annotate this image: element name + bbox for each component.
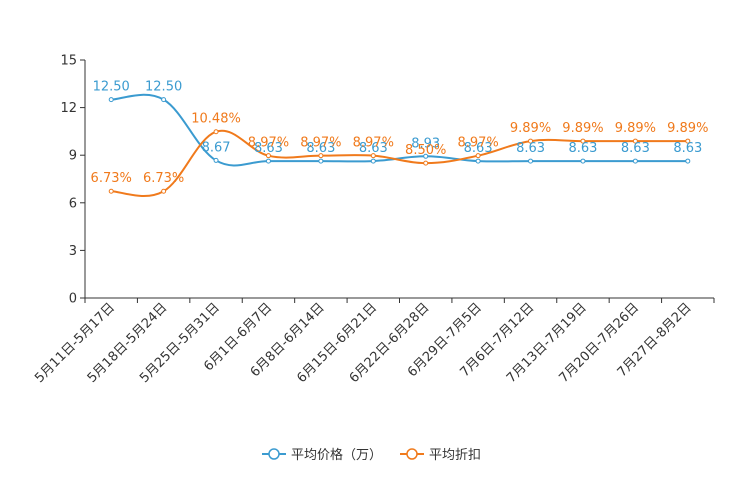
data-label: 8.97% bbox=[353, 136, 394, 151]
data-point[interactable] bbox=[475, 153, 481, 159]
data-label: 9.89% bbox=[510, 121, 551, 136]
legend[interactable]: 平均价格（万） 平均折扣 bbox=[262, 447, 481, 463]
data-label: 8.50% bbox=[405, 143, 446, 158]
data-point[interactable] bbox=[318, 153, 324, 159]
data-label: 8.63 bbox=[621, 141, 650, 156]
data-label: 8.97% bbox=[300, 136, 341, 151]
data-point[interactable] bbox=[213, 129, 219, 135]
data-point[interactable] bbox=[318, 158, 324, 164]
legend-label: 平均价格（万） bbox=[291, 447, 382, 463]
y-tick-label: 12 bbox=[60, 101, 77, 116]
data-point[interactable] bbox=[423, 160, 429, 166]
y-tick-label: 9 bbox=[69, 149, 77, 164]
data-point[interactable] bbox=[528, 158, 534, 164]
data-point[interactable] bbox=[632, 138, 638, 144]
data-point[interactable] bbox=[265, 153, 271, 159]
data-label: 8.67 bbox=[202, 140, 231, 155]
data-point[interactable] bbox=[213, 157, 219, 163]
legend-marker bbox=[406, 448, 418, 460]
data-label: 8.63 bbox=[516, 141, 545, 156]
data-label: 12.50 bbox=[93, 80, 130, 95]
data-labels: 12.50 12.508.67 8.63 8.63 8.63 8.93 8.63 8.63 8.… bbox=[91, 80, 709, 187]
legend-label: 平均折扣 bbox=[429, 448, 481, 463]
data-label: 9.89% bbox=[667, 121, 708, 136]
data-label: 9.89% bbox=[615, 121, 656, 136]
data-label: 8.63 bbox=[254, 141, 283, 156]
data-label: 6.73% bbox=[143, 171, 184, 186]
data-point[interactable] bbox=[475, 158, 481, 164]
data-label: 10.48% bbox=[191, 112, 241, 127]
y-tick-label: 0 bbox=[69, 292, 77, 307]
data-label: 9.89% bbox=[562, 121, 603, 136]
data-label: 8.63 bbox=[568, 141, 597, 156]
data-point[interactable] bbox=[580, 138, 586, 144]
data-point[interactable] bbox=[528, 138, 534, 144]
data-label: 8.63 bbox=[306, 141, 335, 156]
data-point[interactable] bbox=[108, 97, 114, 103]
data-label: 8.97% bbox=[248, 136, 289, 151]
legend-item[interactable]: 平均折扣 bbox=[400, 448, 481, 463]
y-tick-label: 3 bbox=[69, 244, 77, 259]
data-point[interactable] bbox=[370, 153, 376, 159]
legend-marker bbox=[268, 448, 280, 460]
data-point[interactable] bbox=[161, 97, 167, 103]
series-points bbox=[108, 97, 691, 194]
data-point[interactable] bbox=[370, 158, 376, 164]
data-point[interactable] bbox=[108, 188, 114, 194]
data-label: 8.63 bbox=[464, 141, 493, 156]
data-point[interactable] bbox=[265, 158, 271, 164]
y-tick-label: 15 bbox=[60, 54, 77, 69]
data-point[interactable] bbox=[685, 138, 691, 144]
data-label: 8.97% bbox=[457, 136, 498, 151]
data-label: 6.73% bbox=[91, 171, 132, 186]
data-label: 8.63 bbox=[673, 141, 702, 156]
chart-axes: 036912155月11日-5月17日5月18日-5月24日5月25日-5月31… bbox=[32, 54, 715, 386]
data-point[interactable] bbox=[423, 153, 429, 159]
y-tick-label: 6 bbox=[69, 196, 77, 211]
data-label: 12.50 bbox=[145, 80, 182, 95]
legend-item[interactable]: 平均价格（万） bbox=[262, 447, 382, 463]
data-point[interactable] bbox=[685, 158, 691, 164]
data-label: 8.93 bbox=[411, 136, 440, 151]
series-lines bbox=[111, 93, 688, 197]
data-point[interactable] bbox=[580, 158, 586, 164]
data-label: 8.63 bbox=[359, 141, 388, 156]
data-point[interactable] bbox=[632, 158, 638, 164]
data-point[interactable] bbox=[161, 188, 167, 194]
